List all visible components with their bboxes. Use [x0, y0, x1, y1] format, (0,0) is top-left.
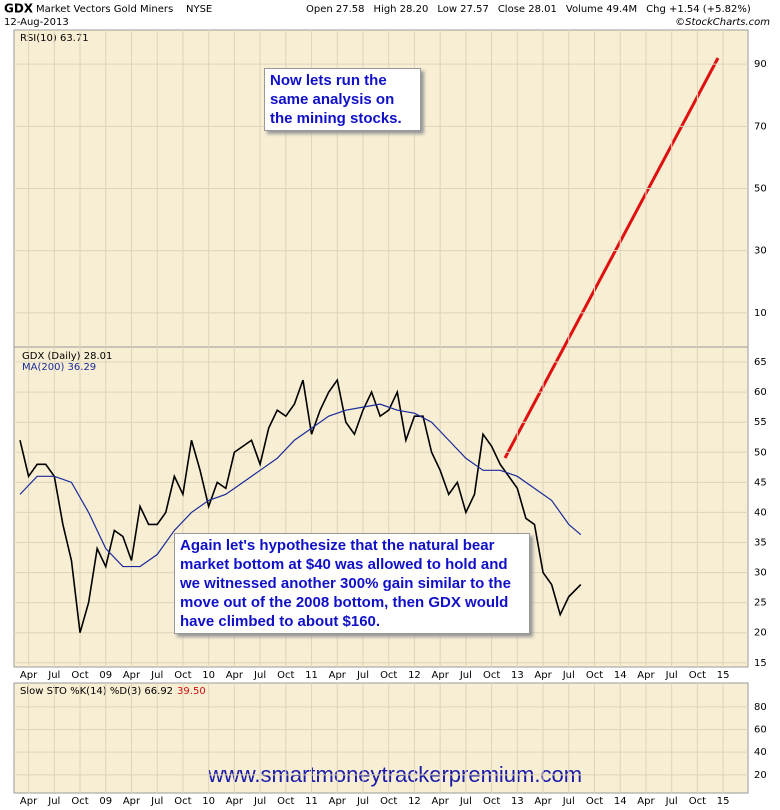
x-tick-label: Jul — [562, 670, 575, 681]
quote-item: Open 27.58 — [306, 4, 365, 15]
annotation: Now lets run the same analysis on the mi… — [264, 68, 421, 131]
x-tick-label: Oct — [483, 670, 500, 681]
y-tick-label: 10 — [754, 308, 767, 319]
y-tick-label: 20 — [754, 628, 767, 639]
x-tick-label: Jul — [150, 670, 163, 681]
name: Market Vectors Gold Miners — [36, 4, 173, 15]
x-tick-label: Oct — [174, 796, 191, 807]
x-tick-label: Oct — [277, 670, 294, 681]
x-tick-label: Jul — [665, 796, 678, 807]
x-tick-label: 11 — [305, 670, 318, 681]
x-tick-label: 09 — [99, 670, 112, 681]
x-tick-label: Apr — [20, 796, 38, 807]
series-line — [19, 378, 582, 633]
x-tick-label: 12 — [408, 796, 421, 807]
x-tick-label: 14 — [614, 670, 627, 681]
date: 12-Aug-2013 — [4, 17, 69, 28]
y-tick-label: 70 — [754, 121, 767, 132]
credit: ©StockCharts.com — [675, 17, 770, 28]
y-tick-label: 50 — [754, 447, 767, 458]
stoch-label: Slow STO %K(14) %D(3) 66.92 — [20, 686, 173, 697]
x-tick-label: Jul — [47, 796, 60, 807]
quote-item: High 28.20 — [374, 4, 429, 15]
legend-entry: MA(200) 36.29 — [22, 362, 96, 373]
exchange: NYSE — [186, 4, 212, 15]
y-tick-label: 40 — [754, 747, 767, 758]
x-tick-label: 09 — [99, 796, 112, 807]
x-tick-label: Apr — [226, 796, 244, 807]
x-tick-label: Oct — [689, 670, 706, 681]
quote-item: Close 28.01 — [498, 4, 557, 15]
y-tick-label: 20 — [754, 770, 767, 781]
x-tick-label: Apr — [534, 670, 552, 681]
x-tick-label: Oct — [380, 796, 397, 807]
x-tick-label: Oct — [586, 796, 603, 807]
series-line — [19, 403, 582, 568]
y-tick-label: 45 — [754, 477, 767, 488]
x-tick-label: Apr — [20, 670, 38, 681]
x-tick-label: Apr — [123, 670, 141, 681]
y-tick-label: 40 — [754, 507, 767, 518]
x-tick-label: Oct — [174, 670, 191, 681]
x-tick-label: Jul — [47, 670, 60, 681]
stoch-d-value: 39.50 — [177, 686, 206, 697]
x-tick-label: Jul — [459, 796, 472, 807]
x-tick-label: Jul — [665, 670, 678, 681]
projection-line — [503, 57, 720, 459]
quote-item: Volume 49.4M — [566, 4, 637, 15]
x-tick-label: Apr — [226, 670, 244, 681]
x-tick-label: Oct — [277, 796, 294, 807]
quote-item: Chg +1.54 (+5.82%) — [646, 4, 751, 15]
y-tick-label: 35 — [754, 537, 767, 548]
y-tick-label: 25 — [754, 598, 767, 609]
x-tick-label: Jul — [253, 796, 266, 807]
y-tick-label: 30 — [754, 568, 767, 579]
legend-entry: GDX (Daily) 28.01 — [22, 351, 112, 362]
x-tick-label: 10 — [202, 796, 215, 807]
x-tick-label: 13 — [511, 670, 524, 681]
x-tick-label: Jul — [253, 670, 266, 681]
y-tick-label: 30 — [754, 246, 767, 257]
x-tick-label: Oct — [689, 796, 706, 807]
quote-item: Low 27.57 — [437, 4, 489, 15]
x-tick-label: Oct — [483, 796, 500, 807]
x-tick-label: Apr — [637, 670, 655, 681]
symbol: GDX — [4, 2, 34, 16]
y-tick-label: 90 — [754, 59, 767, 70]
y-tick-label: 60 — [754, 387, 767, 398]
x-tick-label: Oct — [380, 670, 397, 681]
x-tick-label: Jul — [356, 670, 369, 681]
annotation: Again let's hypothesize that the natural… — [174, 533, 530, 634]
x-tick-label: Jul — [459, 670, 472, 681]
x-tick-label: Apr — [432, 670, 450, 681]
x-tick-label: Jul — [356, 796, 369, 807]
x-tick-label: Apr — [432, 796, 450, 807]
x-tick-label: Jul — [562, 796, 575, 807]
x-tick-label: 14 — [614, 796, 627, 807]
y-tick-label: 15 — [754, 658, 767, 669]
y-tick-label: 50 — [754, 184, 767, 195]
website: www.smartmoneytrackerpremium.com — [207, 762, 582, 787]
x-tick-label: 13 — [511, 796, 524, 807]
y-tick-label: 60 — [754, 724, 767, 735]
x-tick-label: Apr — [329, 670, 347, 681]
x-tick-label: 15 — [717, 796, 730, 807]
y-tick-label: 65 — [754, 357, 767, 368]
x-tick-label: Oct — [71, 670, 88, 681]
x-tick-label: 10 — [202, 670, 215, 681]
x-tick-label: Apr — [123, 796, 141, 807]
x-tick-label: Apr — [637, 796, 655, 807]
y-tick-label: 55 — [754, 417, 767, 428]
x-tick-label: Oct — [71, 796, 88, 807]
y-tick-label: 80 — [754, 702, 767, 713]
x-tick-label: Oct — [586, 670, 603, 681]
x-tick-label: Jul — [150, 796, 163, 807]
x-tick-label: Apr — [329, 796, 347, 807]
x-tick-label: 15 — [717, 670, 730, 681]
x-tick-label: 11 — [305, 796, 318, 807]
x-tick-label: Apr — [534, 796, 552, 807]
x-tick-label: 12 — [408, 670, 421, 681]
